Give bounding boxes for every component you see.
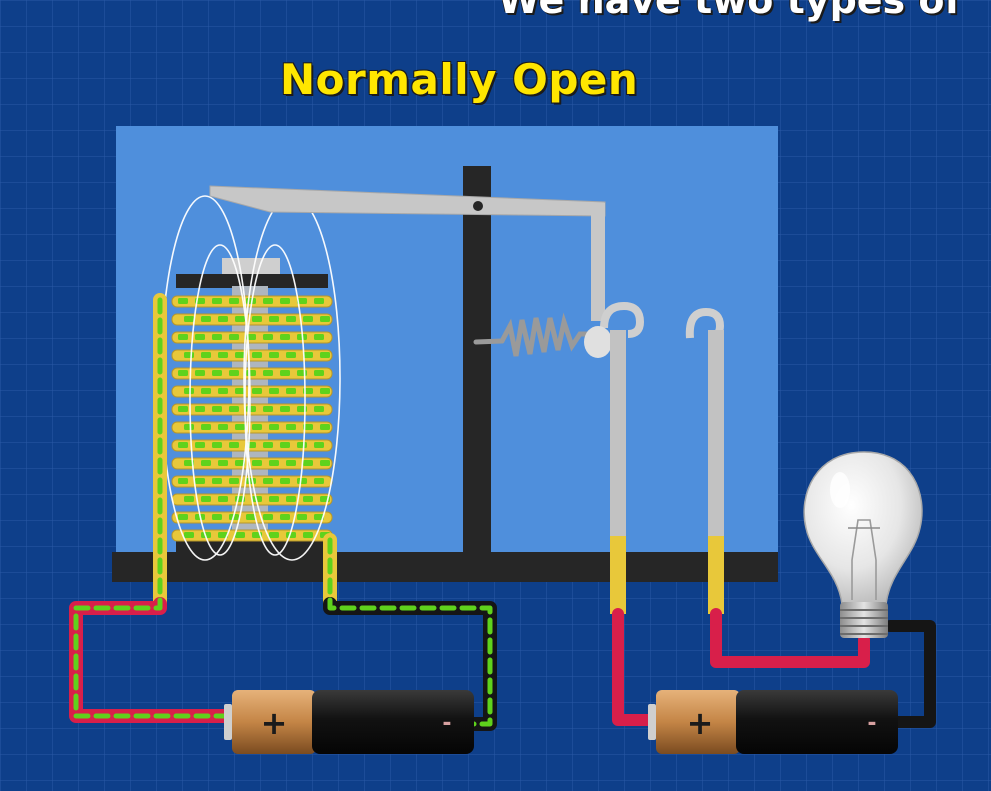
left-battery: + - (224, 690, 474, 754)
armature-lever (209, 185, 606, 217)
caption-text: We have two types of (498, 0, 962, 22)
fixed-contact-lead (708, 330, 724, 540)
left-battery-negative-label: - (442, 711, 451, 736)
relay-base (112, 552, 778, 582)
right-battery-negative-label: - (867, 711, 876, 736)
moving-contact-lead (610, 330, 626, 540)
right-battery-positive-label: + (687, 704, 714, 742)
coil-circuit-wires (69, 293, 497, 731)
armature-post (463, 166, 491, 556)
moving-contact-hook (600, 301, 645, 338)
diagram-title: Normally Open (280, 55, 639, 104)
moving-contact (584, 326, 612, 358)
right-battery: + - (648, 690, 898, 754)
moving-lead-insulation (610, 536, 626, 614)
armature-arm (591, 203, 605, 321)
fixed-lead-insulation (708, 536, 724, 614)
left-battery-positive-label: + (261, 704, 288, 742)
light-bulb (803, 451, 923, 638)
spring (473, 312, 599, 357)
load-circuit-wires (612, 608, 936, 728)
armature-pivot (473, 201, 483, 211)
